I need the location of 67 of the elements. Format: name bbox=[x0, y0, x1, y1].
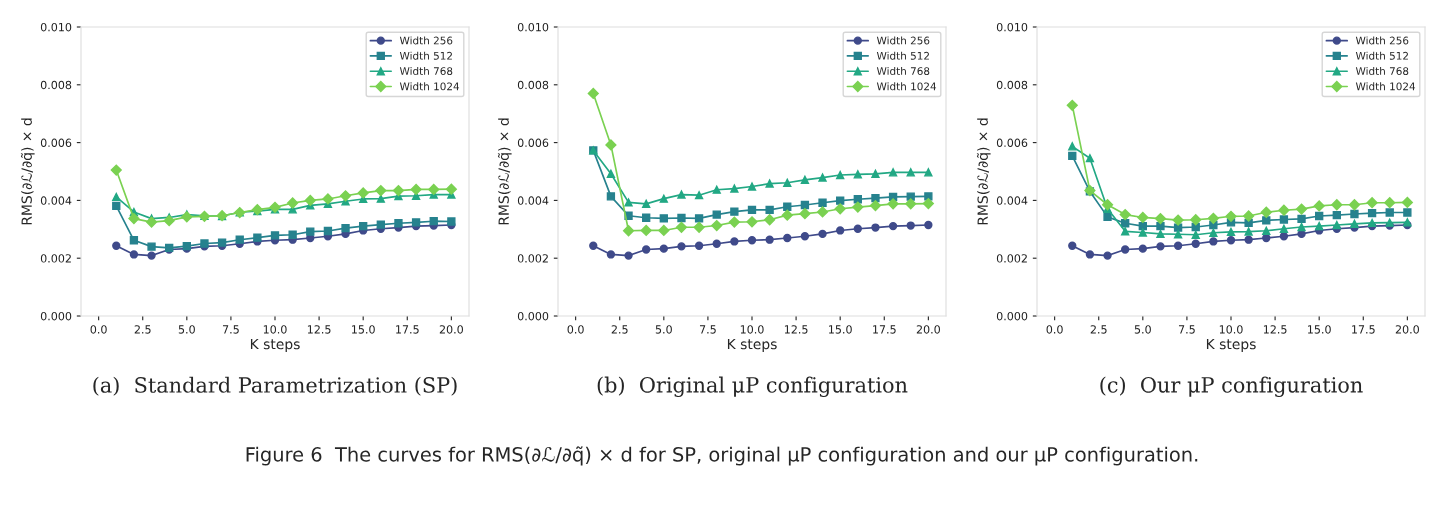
x-tick-label: 12.5 bbox=[1263, 325, 1287, 334]
x-tick-label: 20.0 bbox=[439, 325, 463, 334]
x-tick-label: 15.0 bbox=[1308, 325, 1331, 334]
legend-label: Width 512 bbox=[399, 51, 452, 60]
y-axis-title: RMS(∂ℒ/∂q̃) × d bbox=[20, 118, 35, 225]
legend-label: Width 1024 bbox=[399, 82, 460, 91]
x-tick-label: 0.0 bbox=[567, 325, 584, 334]
x-tick-label: 10.0 bbox=[740, 325, 764, 334]
legend-label: Width 1024 bbox=[1355, 82, 1416, 91]
y-tick-label: 0.004 bbox=[40, 196, 72, 205]
y-axis-title: RMS(∂ℒ/∂q̃) × d bbox=[497, 118, 512, 225]
x-axis-title: K steps bbox=[250, 338, 300, 352]
legend-label: Width 1024 bbox=[876, 82, 937, 91]
legend-label: Width 256 bbox=[399, 36, 453, 45]
x-tick-label: 7.5 bbox=[222, 325, 239, 334]
y-tick-label: 0.000 bbox=[40, 311, 72, 321]
y-tick-label: 0.004 bbox=[996, 196, 1028, 205]
x-tick-label: 12.5 bbox=[307, 325, 331, 334]
x-tick-label: 15.0 bbox=[352, 325, 375, 334]
x-tick-label: 5.0 bbox=[655, 325, 672, 334]
y-tick-label: 0.002 bbox=[996, 254, 1027, 263]
x-tick-label: 7.5 bbox=[1178, 325, 1195, 334]
y-axis-title: RMS(∂ℒ/∂q̃) × d bbox=[976, 118, 991, 225]
caption: Figure 6 The curves for RMS(∂ℒ/∂q̃) × d for SP, original μP configuration and our μP configuration. bbox=[246, 446, 1198, 466]
x-tick-label: 2.5 bbox=[1090, 325, 1107, 334]
y-tick-label: 0.008 bbox=[40, 80, 72, 90]
x-tick-label: 0.0 bbox=[90, 325, 107, 334]
y-tick-label: 0.004 bbox=[517, 196, 549, 205]
x-axis-title: K steps bbox=[727, 338, 777, 352]
text: (a) Standard Parametrization (SP) bbox=[93, 376, 457, 396]
x-axis-title: K steps bbox=[1206, 338, 1256, 352]
y-tick-label: 0.010 bbox=[996, 22, 1028, 32]
x-tick-label: 5.0 bbox=[178, 325, 195, 334]
y-tick-label: 0.000 bbox=[996, 311, 1028, 321]
x-tick-label: 20.0 bbox=[916, 325, 940, 334]
y-tick-label: 0.006 bbox=[996, 138, 1028, 147]
y-tick-label: 0.010 bbox=[517, 22, 549, 32]
y-tick-label: 0.008 bbox=[517, 80, 549, 90]
y-tick-label: 0.006 bbox=[40, 138, 72, 147]
x-tick-label: 17.5 bbox=[396, 325, 419, 334]
legend-label: Width 512 bbox=[876, 51, 929, 60]
x-tick-label: 0.0 bbox=[1046, 325, 1063, 334]
x-tick-label: 15.0 bbox=[829, 325, 852, 334]
x-tick-label: 10.0 bbox=[1219, 325, 1243, 334]
y-tick-label: 0.002 bbox=[517, 254, 548, 263]
x-tick-label: 10.0 bbox=[263, 325, 287, 334]
y-tick-label: 0.006 bbox=[517, 138, 549, 147]
legend-label: Width 768 bbox=[399, 66, 453, 76]
legend-label: Width 768 bbox=[1355, 66, 1409, 76]
legend-label: Width 256 bbox=[876, 36, 930, 45]
x-tick-label: 7.5 bbox=[699, 325, 716, 334]
legend-label: Width 512 bbox=[1355, 51, 1408, 60]
x-tick-label: 5.0 bbox=[1134, 325, 1151, 334]
legend-label: Width 256 bbox=[1355, 36, 1409, 45]
x-tick-label: 2.5 bbox=[134, 325, 151, 334]
x-tick-label: 17.5 bbox=[873, 325, 896, 334]
y-tick-label: 0.000 bbox=[517, 311, 549, 321]
text: (c) Our μP configuration bbox=[1100, 376, 1363, 398]
x-tick-label: 2.5 bbox=[611, 325, 628, 334]
x-tick-label: 17.5 bbox=[1352, 325, 1375, 334]
y-tick-label: 0.010 bbox=[40, 22, 72, 32]
x-tick-label: 20.0 bbox=[1395, 325, 1419, 334]
legend-label: Width 768 bbox=[876, 66, 930, 76]
text: (b) Original μP configuration bbox=[597, 376, 908, 398]
y-tick-label: 0.008 bbox=[996, 80, 1028, 90]
x-tick-label: 12.5 bbox=[784, 325, 808, 334]
y-tick-label: 0.002 bbox=[40, 254, 71, 263]
